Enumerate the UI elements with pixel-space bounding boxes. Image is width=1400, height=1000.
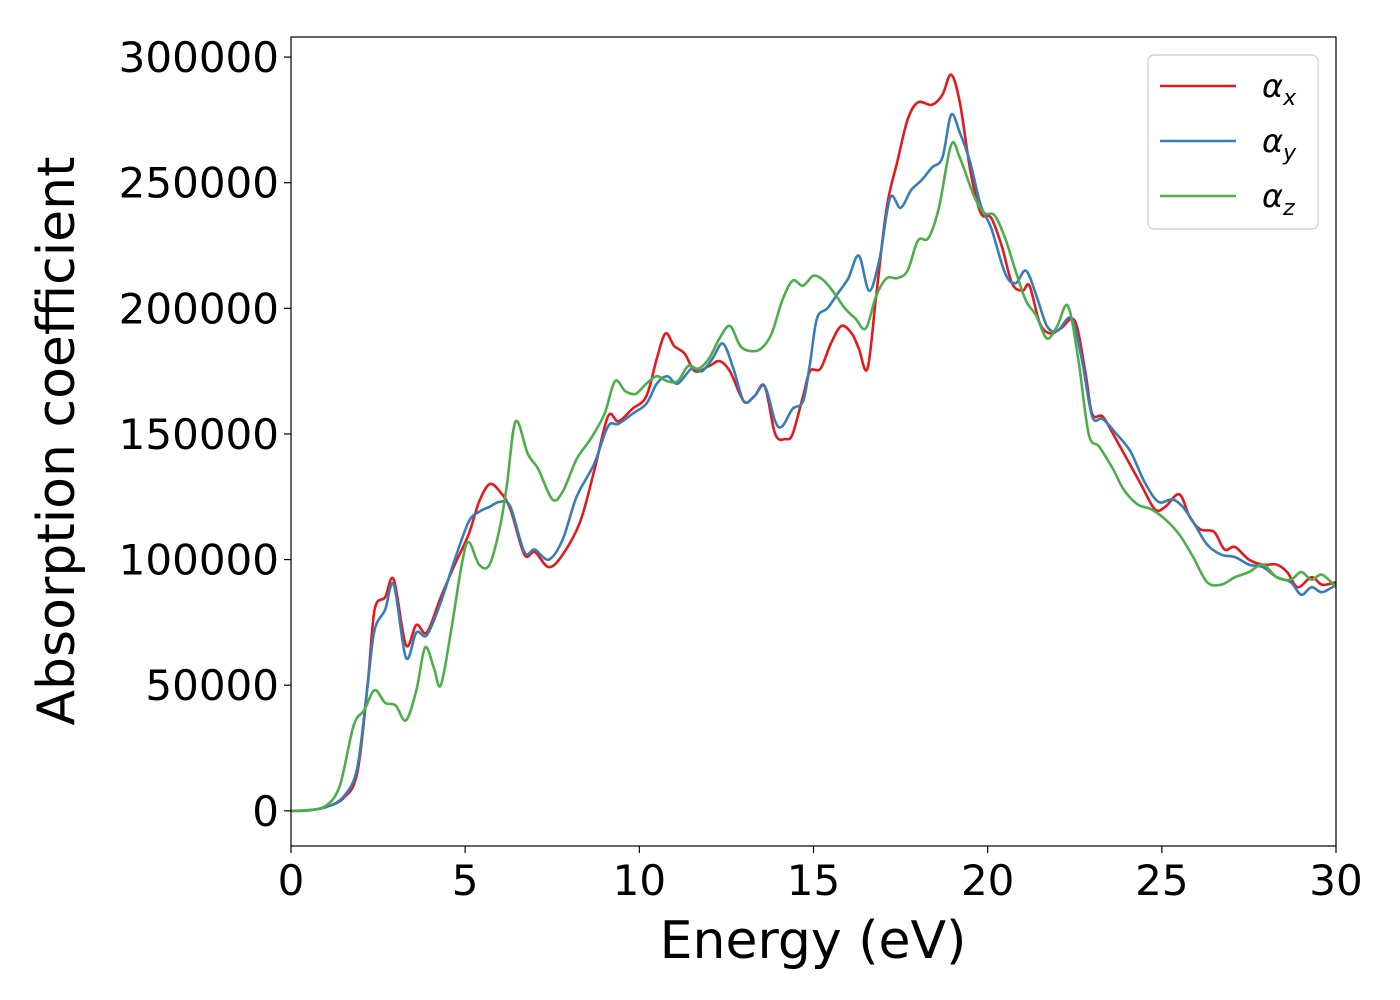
series-line-x xyxy=(290,73,1337,813)
series-line-z xyxy=(290,140,1337,813)
x-tick-label: 5 xyxy=(452,856,479,905)
x-axis-title: Energy (eV) xyxy=(660,911,967,971)
y-axis-title: Absorption coefficient xyxy=(27,156,87,725)
x-tick-label: 15 xyxy=(787,856,840,905)
x-tick-label: 25 xyxy=(1135,856,1188,905)
y-tick-label: 50000 xyxy=(145,661,279,710)
x-tick-label: 0 xyxy=(278,856,305,905)
x-axis: 0 5 10 15 20 25 30 xyxy=(278,846,1363,905)
y-tick-label: 150000 xyxy=(119,410,279,459)
y-tick-label: 250000 xyxy=(119,159,279,208)
y-tick-label: 0 xyxy=(252,787,279,836)
x-tick-label: 10 xyxy=(613,856,666,905)
y-tick-label: 200000 xyxy=(119,284,279,333)
legend-label-z: αz xyxy=(1262,177,1295,221)
x-tick-label: 20 xyxy=(961,856,1014,905)
x-tick-label: 30 xyxy=(1309,856,1362,905)
series-line-y xyxy=(290,112,1337,813)
y-tick-label: 300000 xyxy=(119,33,279,82)
series-layer xyxy=(290,73,1337,813)
y-axis: 0 50000 100000 150000 200000 250000 300000 xyxy=(119,33,291,836)
y-tick-label: 100000 xyxy=(119,536,279,585)
